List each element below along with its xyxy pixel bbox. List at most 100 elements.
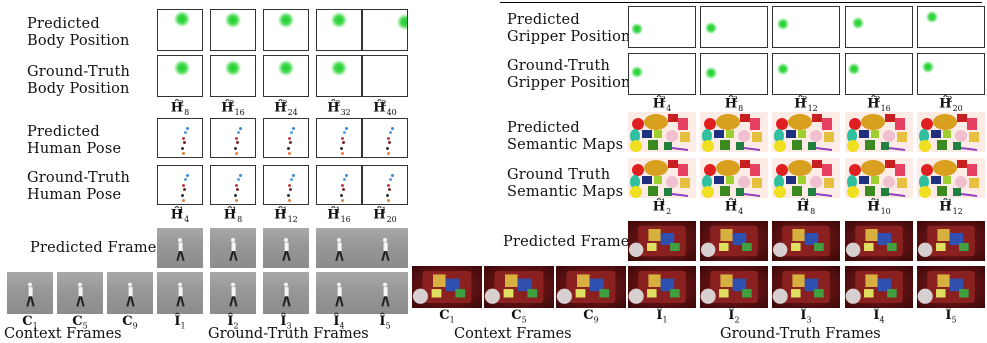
- context-caption: C9: [107, 314, 153, 331]
- pose-keypoint: [182, 152, 185, 155]
- pose-keypoint: [237, 131, 240, 134]
- pose-caption-sup: 1: [282, 206, 288, 215]
- body-gt-heatmap: [157, 55, 203, 97]
- pose-keypoint: [236, 141, 239, 144]
- body-gt-heatmap: [362, 55, 408, 97]
- robot-tray-objects: [917, 225, 975, 257]
- robot-tray-objects: [845, 271, 903, 304]
- context-caption-base: C: [122, 314, 133, 329]
- gt-caption-base: Î: [333, 314, 340, 329]
- robot-predicted-frame: [772, 221, 840, 261]
- semantic-segments: [702, 160, 762, 198]
- gt-caption: Î5: [362, 314, 408, 331]
- robot-tray-objects: [772, 271, 830, 304]
- semantic-caption-sub: 12: [952, 206, 963, 216]
- body-pred-dot: [174, 11, 190, 27]
- walking-person-figure: [282, 238, 291, 262]
- gripper-caption-sub: 4: [666, 103, 672, 113]
- robot-context-caption: C5: [484, 308, 554, 325]
- gt-caption-sub: 4: [339, 321, 345, 331]
- pose-keypoint: [235, 199, 238, 202]
- pose-keypoint: [341, 137, 344, 140]
- pose-pred-box: [210, 118, 256, 158]
- pose-keypoint: [386, 147, 389, 150]
- gripper-caption-base: Ĥ: [939, 96, 952, 112]
- top-rule: [500, 2, 982, 3]
- semantic-caption-sub: 2: [666, 206, 672, 216]
- semantic-caption-base: Ĥ: [939, 199, 952, 215]
- semantic-segments: [774, 114, 834, 152]
- gripper-caption: Ĥ216: [845, 95, 913, 113]
- body-pred-heatmap: [157, 9, 203, 51]
- left-gt-frame: [157, 272, 203, 314]
- walking-person-figure: [76, 282, 85, 307]
- body-caption: Ĥ224: [263, 99, 309, 117]
- body-gt-heatmap: [210, 55, 256, 97]
- pose-caption-sup: 1: [335, 206, 341, 215]
- pose-gt-box: [362, 165, 408, 205]
- pose-keypoint: [387, 199, 390, 202]
- right-gt-frames-label: Ground-Truth Frames: [720, 326, 881, 342]
- body-caption-sub: 40: [386, 107, 397, 117]
- semantic-segments: [847, 160, 907, 198]
- robot-tray-objects: [700, 271, 758, 304]
- body-caption-sup: 2: [282, 99, 288, 108]
- semantic-caption-sup: 1: [733, 198, 739, 207]
- walking-person-figure: [229, 282, 238, 307]
- robot-gt-caption: Î5: [917, 308, 985, 325]
- gt-caption-base: Î: [280, 314, 287, 329]
- pose-caption: Ĥ112: [263, 206, 309, 224]
- body-caption-sup: 2: [335, 99, 341, 108]
- robot-predicted-frame: [700, 221, 768, 261]
- semantic-segments: [919, 114, 979, 152]
- row-label-gt-body-position: Ground-Truth Body Position: [27, 64, 131, 97]
- body-pred-heatmap: [316, 9, 362, 51]
- pose-keypoint: [288, 199, 291, 202]
- body-caption-base: Ĥ: [373, 100, 386, 116]
- walking-person-figure: [381, 238, 390, 262]
- robot-tray-objects: [772, 225, 830, 257]
- pose-keypoint: [186, 174, 189, 177]
- pose-caption-sub: 8: [237, 214, 243, 224]
- gripper-caption-sub: 20: [952, 103, 963, 113]
- gt-caption: Î4: [316, 314, 362, 331]
- pose-keypoint: [391, 174, 394, 177]
- row-label-predicted-human-pose: Predicted Human Pose: [27, 124, 122, 157]
- gripper-caption-sub: 12: [807, 103, 818, 113]
- pose-keypoint: [345, 127, 348, 130]
- robot-gt-caption: Î3: [772, 308, 840, 325]
- pose-keypoint: [341, 199, 344, 202]
- row-label-predicted-gripper-position: Predicted Gripper Position: [507, 12, 631, 45]
- body-gt-heatmap: [316, 55, 362, 97]
- pose-keypoint: [387, 184, 390, 187]
- context-caption: C1: [7, 314, 53, 331]
- body-pred-heatmap: [210, 9, 256, 51]
- gripper-caption: Ĥ24: [628, 95, 696, 113]
- pose-gt-box: [263, 165, 309, 205]
- pose-keypoint: [183, 141, 186, 144]
- pose-keypoint: [235, 184, 238, 187]
- gripper-caption-base: Ĥ: [724, 96, 738, 112]
- gt-caption-sub: 2: [233, 321, 239, 331]
- robot-gt-frame: [772, 266, 840, 308]
- pose-keypoint: [391, 127, 394, 130]
- pose-keypoint: [184, 131, 187, 134]
- gt-caption: Î1: [157, 314, 203, 331]
- robot-context-caption: C9: [556, 308, 626, 325]
- body-pred-heatmap: [362, 9, 408, 51]
- left-predicted-frame: [210, 228, 256, 268]
- body-caption-sup: 2: [179, 99, 185, 108]
- robot-gt-frame: [700, 266, 768, 308]
- body-gt-dot: [174, 60, 190, 76]
- gripper-pred-heatmap: [845, 6, 913, 48]
- gripper-caption-sup: 2: [802, 95, 808, 104]
- body-pred-dot: [225, 12, 241, 28]
- body-gt-dot: [278, 60, 294, 76]
- pose-keypoint: [389, 178, 392, 181]
- pose-keypoint: [234, 194, 237, 197]
- robot-predicted-frame: [628, 221, 696, 261]
- pose-keypoint: [387, 152, 390, 155]
- pose-keypoint: [182, 137, 185, 140]
- left-gt-frame: [210, 272, 256, 314]
- semantic-caption: Ĥ112: [917, 198, 985, 216]
